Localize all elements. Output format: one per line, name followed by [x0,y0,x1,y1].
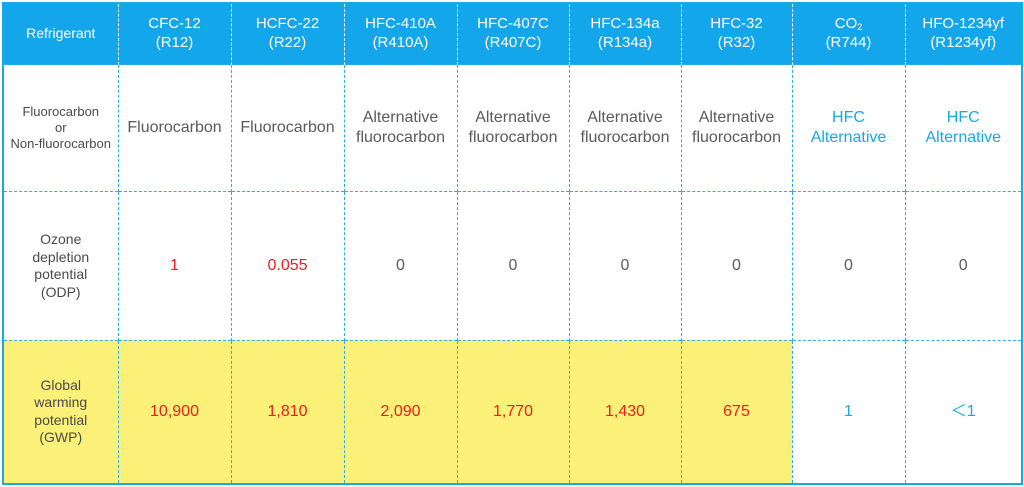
column-name: HFC-32 [710,15,763,33]
column-name: HFC-410A [365,15,436,33]
row-odp: Ozone depletion potential (ODP) 1 0.055 0 0… [3,191,1022,341]
row-refrigerant-type: Fluorocarbon or Non-fluorocarbon Fluorocar… [3,64,1022,192]
column-code: (R1234yf) [930,34,997,52]
gwp-cell: 1,770 [456,339,569,484]
column-name: CO2 [834,15,863,33]
column-code: (R134a) [597,34,653,52]
gwp-cell: 2,090 [343,339,457,484]
column-code: (R744) [825,34,872,52]
odp-cell: 1 [117,191,231,341]
type-cell: Fluorocarbon [230,64,344,192]
gwp-cell: 675 [680,339,792,484]
odp-cell: 0 [456,191,569,341]
column-code: (R32) [717,34,756,52]
odp-cell: 0 [343,191,457,341]
type-cell: Alternative fluorocarbon [680,64,792,192]
column-code: (R12) [155,34,194,52]
column-header-hfo-1234yf: HFO-1234yf (R1234yf) [904,3,1022,65]
column-code: (R410A) [372,34,429,52]
type-cell: Alternative fluorocarbon [456,64,569,192]
column-header-hfc-134a: HFC-134a (R134a) [568,3,681,65]
column-name: HFO-1234yf [922,15,1005,33]
odp-cell: 0 [680,191,792,341]
column-header-hfc-410a: HFC-410A (R410A) [343,3,457,65]
column-name: HFC-134a [590,15,660,33]
odp-cell: 0 [791,191,905,341]
column-name: HFC-407C [477,15,549,33]
gwp-cell: ＜1 [904,339,1022,484]
column-header-co2: CO2 (R744) [791,3,905,65]
column-name: CFC-12 [148,15,201,33]
type-cell: Fluorocarbon [117,64,231,192]
odp-cell: 0.055 [230,191,344,341]
odp-cell: 0 [904,191,1022,341]
column-name: HCFC-22 [255,15,320,33]
row-label-type: Fluorocarbon or Non-fluorocarbon [3,64,118,192]
row-gwp: Global warming potential (GWP) 10,900 1,810… [3,339,1022,484]
type-cell: HFC Alternative [904,64,1022,192]
odp-cell: 0 [568,191,681,341]
gwp-cell: 1,810 [230,339,344,484]
gwp-cell: 1,430 [568,339,681,484]
column-header-cfc-12: CFC-12 (R12) [117,3,231,65]
column-header-hfc-407c: HFC-407C (R407C) [456,3,569,65]
column-code: (R22) [268,34,307,52]
header-label: Refrigerant [3,3,118,65]
row-label-odp: Ozone depletion potential (ODP) [3,191,118,341]
gwp-cell: 10,900 [117,339,231,484]
column-header-hfc-32: HFC-32 (R32) [680,3,792,65]
row-label-gwp: Global warming potential (GWP) [3,339,118,484]
type-cell: Alternative fluorocarbon [568,64,681,192]
column-code: (R407C) [484,34,542,52]
header-row: Refrigerant CFC-12 (R12) HCFC-22 (R22) HFC… [3,3,1022,65]
column-header-hcfc-22: HCFC-22 (R22) [230,3,344,65]
gwp-cell: 1 [791,339,905,484]
type-cell: Alternative fluorocarbon [343,64,457,192]
type-cell: HFC Alternative [791,64,905,192]
